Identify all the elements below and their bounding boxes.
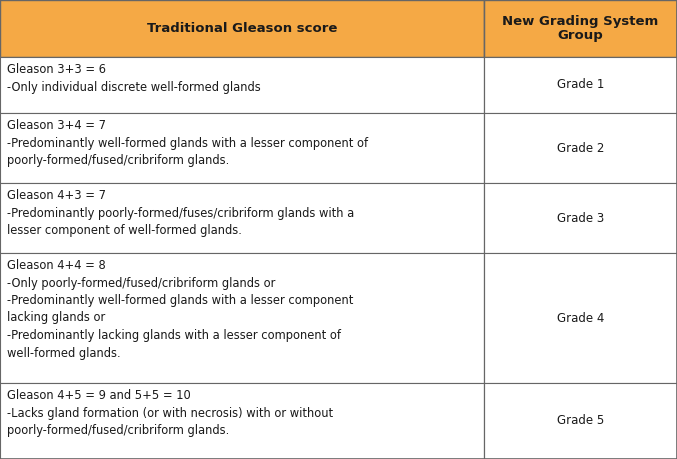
Text: Gleason 3+4 = 7
-Predominantly well-formed glands with a lesser component of
poo: Gleason 3+4 = 7 -Predominantly well-form…: [7, 119, 368, 167]
Text: Gleason 4+5 = 9 and 5+5 = 10
-Lacks gland formation (or with necrosis) with or w: Gleason 4+5 = 9 and 5+5 = 10 -Lacks glan…: [7, 389, 333, 437]
Text: New Grading System
Group: New Grading System Group: [502, 15, 659, 43]
Bar: [0, 57, 484, 113]
Bar: [484, 0, 677, 57]
Text: Gleason 4+4 = 8
-Only poorly-formed/fused/cribriform glands or
-Predominantly we: Gleason 4+4 = 8 -Only poorly-formed/fuse…: [7, 259, 353, 359]
Bar: [484, 57, 677, 113]
Text: Traditional Gleason score: Traditional Gleason score: [147, 22, 337, 35]
Text: Grade 1: Grade 1: [557, 78, 604, 91]
Bar: [0, 183, 484, 253]
Bar: [0, 253, 484, 383]
Text: Grade 2: Grade 2: [557, 141, 604, 155]
Text: Grade 4: Grade 4: [557, 312, 604, 325]
Text: Grade 5: Grade 5: [557, 414, 604, 427]
Bar: [0, 0, 484, 57]
Bar: [0, 383, 484, 459]
Text: Gleason 4+3 = 7
-Predominantly poorly-formed/fuses/cribriform glands with a
less: Gleason 4+3 = 7 -Predominantly poorly-fo…: [7, 189, 354, 237]
Bar: [484, 383, 677, 459]
Bar: [484, 183, 677, 253]
Bar: [484, 253, 677, 383]
Bar: [0, 113, 484, 183]
Bar: [484, 113, 677, 183]
Text: Gleason 3+3 = 6
-Only individual discrete well-formed glands: Gleason 3+3 = 6 -Only individual discret…: [7, 63, 261, 94]
Text: Grade 3: Grade 3: [557, 212, 604, 224]
